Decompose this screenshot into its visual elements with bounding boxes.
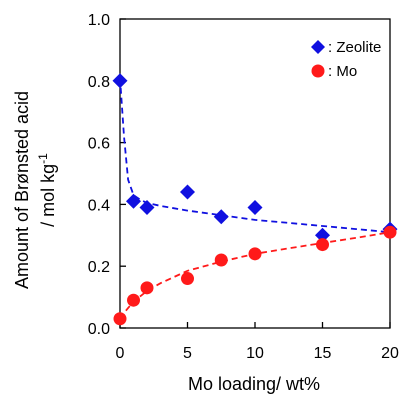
y-axis-title: Amount of Brønsted acid [12,91,32,289]
x-tick-label: 10 [246,345,264,362]
mo-point [316,238,329,252]
y-axis-title-line1: Amount of Brønsted acid [12,91,32,289]
mo-trend-line [119,231,391,320]
y-tick-label: 0.2 [88,259,110,276]
x-tick-label: 20 [381,345,399,362]
zeolite-point [247,199,263,215]
legend: : Zeolite : Mo [311,39,381,80]
mo-point [181,272,194,286]
y-axis-title-superscript: -1 [36,153,50,164]
zeolite-point [139,199,155,215]
data-points [112,73,398,326]
legend-zeolite-label: : Zeolite [328,39,381,56]
zeolite-point [112,73,128,89]
legend-mo-marker [311,64,325,78]
zeolite-point [315,227,330,243]
y-tick-label: 0.4 [88,197,110,214]
y-axis-title-line2: / mol kg [38,164,58,227]
zeolite-point [126,193,141,209]
trend-lines [119,77,391,320]
x-tick-label: 15 [314,345,332,362]
mo-point [140,281,154,295]
zeolite-point [180,184,195,200]
y-tick-label: 0.6 [88,136,110,153]
mo-point [248,247,262,261]
x-tick-label: 5 [183,345,192,362]
legend-zeolite-marker [311,40,325,54]
mo-point [127,293,140,307]
y-tick-label: 0.8 [88,74,110,91]
y-tick-label: 0.0 [88,321,110,338]
legend-mo-label: : Mo [328,63,357,80]
x-tick-label: 0 [116,345,125,362]
mo-point [214,253,228,267]
mo-point [383,225,397,239]
x-axis-title: Mo loading/ wt% [188,374,320,394]
zeolite-trend-line [119,77,391,234]
y-axis-title-2: / mol kg-1 [36,153,58,227]
y-tick-label: 1.0 [88,12,110,29]
mo-point [113,312,127,326]
zeolite-point [213,209,229,225]
